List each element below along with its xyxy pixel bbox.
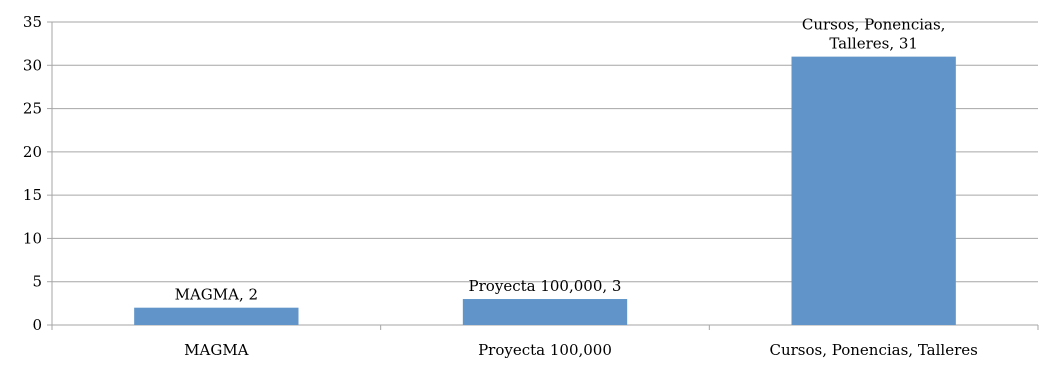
x-tick-label: Cursos, Ponencias, Talleres: [769, 341, 977, 359]
y-tick-label: 30: [23, 56, 42, 74]
x-tick-label: MAGMA: [184, 341, 249, 359]
x-tick-label: Proyecta 100,000: [478, 341, 612, 359]
data-label: Proyecta 100,000, 3: [469, 277, 622, 295]
bar: [134, 307, 299, 325]
bars: [134, 56, 956, 325]
bar: [791, 56, 956, 325]
y-tick-label: 5: [32, 273, 42, 291]
tick-labels: 0 5 10 15 20 25 30 35 MAGMA Proyecta 100,000 Curso…: [23, 13, 978, 359]
y-tick-label: 35: [23, 13, 42, 31]
data-label: Cursos, Ponencias,: [802, 16, 946, 34]
y-tick-label: 20: [23, 143, 42, 161]
bar: [462, 299, 628, 325]
y-tick-label: 10: [23, 229, 42, 247]
y-tick-label: 15: [23, 186, 42, 204]
data-label: Talleres, 31: [829, 35, 918, 53]
data-labels: MAGMA, 2 Proyecta 100,000, 3 Cursos, Ponen…: [175, 16, 946, 304]
data-label: MAGMA, 2: [175, 286, 258, 304]
y-tick-label: 0: [32, 316, 42, 334]
y-tick-label: 25: [23, 100, 42, 118]
gridlines: [52, 21, 1038, 283]
